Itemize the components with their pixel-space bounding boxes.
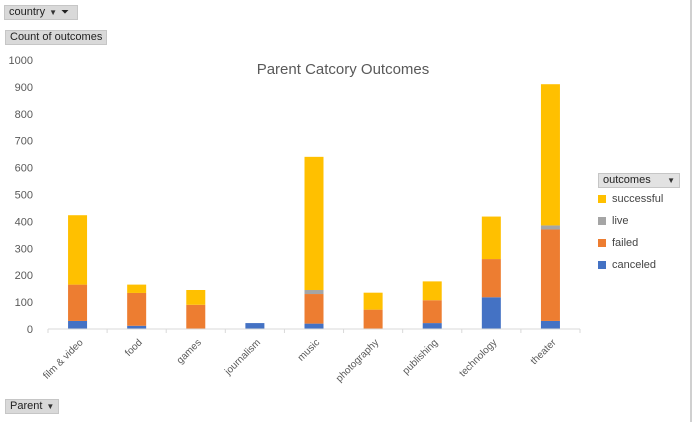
panel-right-border bbox=[690, 0, 692, 422]
bar-canceled bbox=[540, 320, 560, 329]
x-tick-label: games bbox=[175, 337, 204, 366]
bar-failed bbox=[481, 259, 501, 298]
bar-failed bbox=[363, 309, 383, 329]
bars bbox=[68, 84, 560, 329]
x-tick-label: food bbox=[123, 337, 145, 359]
legend-label: live bbox=[612, 215, 629, 227]
bar-canceled bbox=[245, 323, 265, 329]
legend-label: failed bbox=[612, 237, 639, 249]
chart-title: Parent Catcory Outcomes bbox=[257, 61, 430, 78]
bar-successful bbox=[186, 289, 206, 305]
legend-swatch bbox=[598, 261, 606, 269]
bar-failed bbox=[304, 294, 324, 324]
chevron-down-icon: ▼ bbox=[667, 176, 675, 185]
chart-legend: successful live failed canceled bbox=[598, 188, 663, 276]
x-tick-label: music bbox=[296, 337, 322, 363]
bar-successful bbox=[68, 215, 88, 285]
bar-failed bbox=[186, 304, 206, 329]
y-tick-label: 300 bbox=[15, 243, 33, 255]
x-tick-label: photography bbox=[334, 337, 381, 384]
bar-live bbox=[304, 289, 324, 295]
x-tick-label: theater bbox=[529, 337, 559, 367]
legend-item-failed[interactable]: failed bbox=[598, 232, 663, 254]
bar-failed bbox=[422, 300, 442, 324]
y-tick-label: 1000 bbox=[9, 55, 33, 67]
filter-funnel-icon: ⏷ bbox=[61, 7, 69, 18]
y-tick-label: 200 bbox=[15, 270, 33, 282]
legend-swatch bbox=[598, 195, 606, 203]
bar-successful bbox=[363, 292, 383, 310]
legend-swatch bbox=[598, 239, 606, 247]
y-tick-label: 500 bbox=[15, 190, 33, 202]
bar-failed bbox=[540, 229, 560, 321]
x-tick-label: journalism bbox=[222, 337, 263, 378]
x-tick-label: publishing bbox=[401, 337, 441, 377]
y-tick-label: 600 bbox=[15, 163, 33, 175]
x-axis: film & video food games journalism music phot… bbox=[41, 328, 581, 384]
legend-label: successful bbox=[612, 193, 664, 205]
chevron-down-icon: ▼ bbox=[49, 8, 57, 17]
bar-canceled bbox=[422, 323, 442, 329]
country-filter-button[interactable]: country ▼ ⏷ bbox=[4, 5, 78, 20]
y-tick-label: 800 bbox=[15, 109, 33, 121]
bar-canceled bbox=[127, 325, 147, 329]
legend-field-button[interactable]: outcomes ▼ bbox=[598, 173, 680, 188]
value-field-label: Count of outcomes bbox=[10, 31, 103, 43]
y-axis: 0 100 200 300 400 500 600 700 800 900 1000 bbox=[9, 55, 33, 336]
y-tick-label: 400 bbox=[15, 216, 33, 228]
bar-successful bbox=[422, 281, 442, 301]
legend-item-successful[interactable]: successful bbox=[598, 188, 663, 210]
bar-failed bbox=[68, 284, 88, 321]
value-field-button[interactable]: Count of outcomes bbox=[5, 30, 108, 45]
bar-successful bbox=[127, 284, 147, 293]
bar-failed bbox=[127, 292, 147, 326]
y-tick-label: 700 bbox=[15, 136, 33, 148]
x-tick-label: technology bbox=[457, 337, 499, 379]
legend-label: canceled bbox=[612, 259, 657, 271]
bar-successful bbox=[540, 84, 560, 226]
axis-field-button[interactable]: Parent ▼ bbox=[5, 399, 60, 414]
bar-successful bbox=[304, 156, 324, 290]
legend-item-canceled[interactable]: canceled bbox=[598, 254, 663, 276]
bar-live bbox=[540, 225, 560, 230]
country-filter-label: country bbox=[9, 6, 46, 18]
bar-canceled bbox=[481, 297, 501, 329]
bar-canceled bbox=[304, 323, 324, 329]
y-tick-label: 0 bbox=[27, 324, 33, 336]
axis-field-label: Parent bbox=[10, 400, 43, 412]
bar-successful bbox=[481, 216, 501, 260]
legend-field-label: outcomes bbox=[603, 174, 651, 186]
y-tick-label: 900 bbox=[15, 82, 33, 94]
chevron-down-icon: ▼ bbox=[46, 402, 55, 411]
y-tick-label: 100 bbox=[15, 297, 33, 309]
x-tick-label: film & video bbox=[41, 337, 86, 382]
legend-item-live[interactable]: live bbox=[598, 210, 663, 232]
bar-canceled bbox=[68, 320, 88, 329]
legend-swatch bbox=[598, 217, 606, 225]
